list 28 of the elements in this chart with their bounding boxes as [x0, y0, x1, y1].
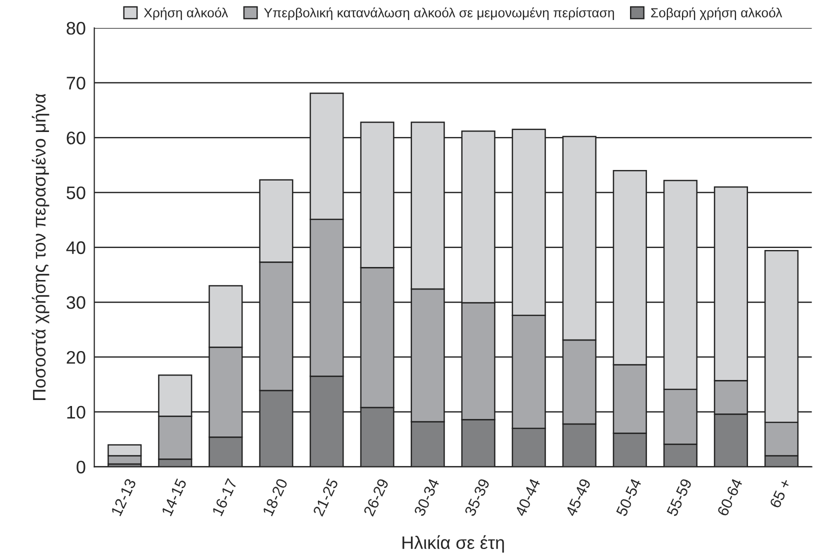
x-tick-label: 50-54: [616, 478, 642, 517]
x-tick-label: 14-15: [161, 478, 187, 516]
x-tick-label: 40-44: [514, 478, 541, 518]
x-tick-label: 21-25: [312, 478, 338, 517]
x-tick-label: 16-17: [212, 478, 238, 516]
legend-label: Χρήση αλκοόλ: [144, 7, 228, 20]
y-axis-title: Ποσοστά χρήσης τον περασμένο μήνα: [32, 94, 50, 400]
y-tick-label: 20: [66, 350, 86, 364]
x-tick-label: 45-49: [565, 478, 592, 518]
y-tick-label: 50: [66, 186, 86, 200]
x-tick-label: 30-34: [414, 478, 440, 517]
y-tick-label: 30: [66, 296, 86, 309]
x-tick-label: 12-13: [110, 478, 136, 516]
y-tick-label: 80: [66, 22, 86, 35]
y-tick-label: 0: [76, 460, 86, 474]
x-tick-label: 60-64: [716, 478, 743, 517]
x-tick-label: 26-29: [363, 478, 389, 517]
y-tick-label: 60: [66, 132, 86, 144]
x-tick-label: 65 +: [769, 478, 792, 509]
x-axis-title: Ηλικία σε έτη: [402, 535, 504, 553]
x-tick-label: 55-59: [666, 478, 692, 517]
x-tick-label: 35-39: [464, 478, 490, 517]
y-tick-label: 70: [66, 76, 86, 90]
x-tick-label: 18-20: [262, 478, 288, 516]
legend-label: Σοβαρή χρήση αλκοόλ: [651, 7, 782, 20]
legend-label: Υπερβολική κατανάλωση αλκοόλ σε μεμονωμένη περίσταση: [264, 7, 614, 20]
y-tick-label: 10: [67, 406, 86, 419]
y-tick-label: 40: [66, 241, 86, 254]
